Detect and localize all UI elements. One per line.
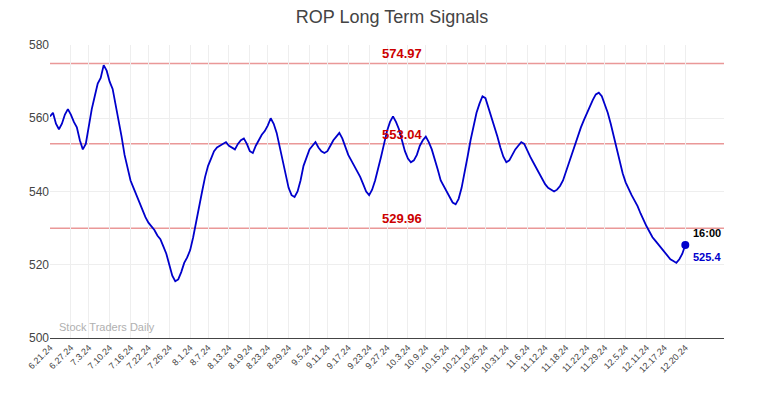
svg-text:11.29.24: 11.29.24 <box>578 343 609 374</box>
svg-text:9.27.24: 9.27.24 <box>363 343 391 371</box>
svg-text:7.22.24: 7.22.24 <box>125 343 153 371</box>
svg-text:553.04: 553.04 <box>382 127 423 142</box>
svg-text:574.97: 574.97 <box>382 46 422 61</box>
svg-text:7.16.24: 7.16.24 <box>107 343 135 371</box>
svg-text:10.15.24: 10.15.24 <box>419 343 451 375</box>
svg-text:10.3.24: 10.3.24 <box>384 343 412 371</box>
svg-text:ROP Long Term Signals: ROP Long Term Signals <box>296 7 488 27</box>
svg-text:11.12.24: 11.12.24 <box>518 343 549 374</box>
svg-text:16:00: 16:00 <box>693 227 721 239</box>
svg-text:9.5.24: 9.5.24 <box>289 343 314 368</box>
svg-text:560: 560 <box>29 111 49 125</box>
svg-text:7.3.24: 7.3.24 <box>69 343 94 368</box>
svg-text:10.9.24: 10.9.24 <box>402 343 430 371</box>
svg-text:12.11.24: 12.11.24 <box>620 343 651 374</box>
svg-text:Stock Traders Daily: Stock Traders Daily <box>59 321 155 333</box>
svg-text:12.20.24: 12.20.24 <box>658 343 690 375</box>
svg-text:540: 540 <box>29 185 49 199</box>
svg-text:11.6.24: 11.6.24 <box>504 343 532 371</box>
svg-text:529.96: 529.96 <box>382 211 422 226</box>
svg-text:580: 580 <box>29 38 49 52</box>
svg-text:11.18.24: 11.18.24 <box>539 343 570 374</box>
svg-text:9.23.24: 9.23.24 <box>345 343 373 371</box>
svg-text:9.11.24: 9.11.24 <box>304 343 332 371</box>
svg-text:9.17.24: 9.17.24 <box>325 343 353 371</box>
svg-text:10.31.24: 10.31.24 <box>479 343 511 375</box>
svg-text:8.1.24: 8.1.24 <box>170 343 195 368</box>
svg-text:8.13.24: 8.13.24 <box>205 343 233 371</box>
svg-text:8.23.24: 8.23.24 <box>244 343 272 371</box>
svg-text:8.7.24: 8.7.24 <box>188 343 213 368</box>
svg-text:11.22.24: 11.22.24 <box>560 343 591 374</box>
svg-text:7.26.24: 7.26.24 <box>146 343 174 371</box>
svg-text:8.19.24: 8.19.24 <box>226 343 254 371</box>
svg-text:525.4: 525.4 <box>693 251 721 263</box>
svg-text:7.10.24: 7.10.24 <box>86 343 114 371</box>
svg-text:10.21.24: 10.21.24 <box>440 343 472 375</box>
svg-text:12.17.24: 12.17.24 <box>637 343 669 375</box>
svg-text:12.5.24: 12.5.24 <box>602 343 630 371</box>
svg-text:10.25.24: 10.25.24 <box>458 343 490 375</box>
svg-text:8.29.24: 8.29.24 <box>265 343 293 371</box>
svg-text:6.27.24: 6.27.24 <box>47 343 75 371</box>
svg-text:6.21.24: 6.21.24 <box>26 343 54 371</box>
svg-text:520: 520 <box>29 258 49 272</box>
svg-text:500: 500 <box>29 331 49 345</box>
